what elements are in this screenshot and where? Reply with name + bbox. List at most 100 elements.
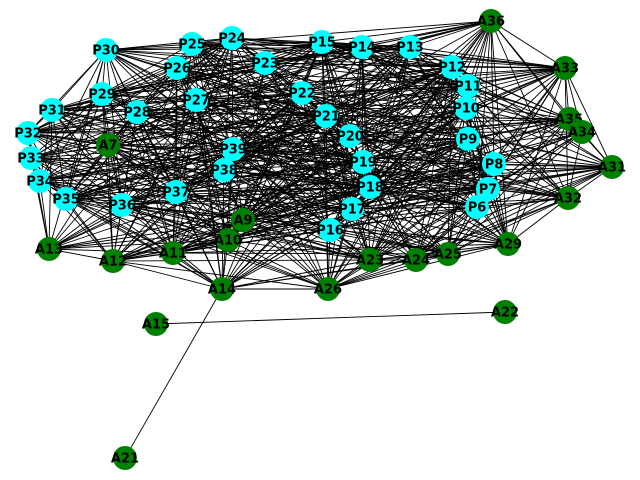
- edge-P30-P32: [27, 49, 107, 134]
- edge-A11-A7: [107, 144, 174, 254]
- edge-P36-A13: [48, 204, 123, 250]
- node-A25[interactable]: A25: [434, 242, 462, 266]
- edge-P22-P17: [301, 92, 353, 210]
- edge-A34-A25: [447, 131, 583, 255]
- edge-A9-A11: [172, 219, 244, 254]
- node-P8[interactable]: P8: [482, 152, 506, 176]
- node-A15[interactable]: A15: [142, 312, 170, 336]
- edge-P11-P26: [176, 67, 469, 87]
- node-A26[interactable]: A26: [314, 277, 342, 301]
- node-A21[interactable]: A21: [111, 446, 139, 470]
- edge-A14-A12: [112, 260, 223, 290]
- node-P14[interactable]: P14: [348, 35, 376, 59]
- edge-A31-A23: [369, 166, 613, 261]
- node-P12[interactable]: P12: [438, 55, 466, 79]
- node-P31[interactable]: P31: [38, 98, 66, 122]
- edge-P21-P32: [27, 115, 327, 134]
- node-P27[interactable]: P27: [182, 88, 210, 112]
- node-P33[interactable]: P33: [17, 146, 45, 170]
- edge-P8-A33: [493, 67, 566, 165]
- node-P17[interactable]: P17: [338, 197, 366, 221]
- node-P39[interactable]: P39: [219, 137, 247, 161]
- node-A34[interactable]: A34: [568, 120, 596, 144]
- node-A24[interactable]: A24: [402, 248, 430, 272]
- edge-P38-A7: [107, 144, 225, 171]
- node-A7[interactable]: A7: [96, 133, 120, 157]
- node-label-A25: A25: [434, 248, 462, 263]
- node-P25[interactable]: P25: [178, 32, 206, 56]
- node-A22[interactable]: A22: [491, 300, 519, 324]
- node-A12[interactable]: A12: [99, 249, 127, 273]
- node-P22[interactable]: P22: [288, 81, 316, 105]
- node-A13[interactable]: A13: [35, 237, 63, 261]
- node-circle-P29: [90, 82, 114, 106]
- edge-P13-A33: [409, 46, 566, 69]
- node-circle-A23: [358, 248, 382, 272]
- node-A29[interactable]: A29: [494, 232, 522, 256]
- node-A9[interactable]: A9: [231, 208, 255, 232]
- edge-P20-A36: [349, 20, 492, 137]
- node-label-P25: P25: [178, 38, 206, 53]
- node-A32[interactable]: A32: [554, 186, 582, 210]
- edge-P18-P38: [223, 169, 371, 188]
- node-circle-P33: [19, 146, 43, 170]
- node-circle-P35: [54, 187, 78, 211]
- node-P23[interactable]: P23: [251, 51, 279, 75]
- node-P32[interactable]: P32: [14, 121, 42, 145]
- node-A23[interactable]: A23: [356, 248, 384, 272]
- node-label-A33: A33: [551, 62, 579, 77]
- edge-P16-A33: [329, 67, 566, 231]
- node-P19[interactable]: P19: [349, 150, 377, 174]
- edge-P6-A23: [369, 206, 478, 261]
- edge-P16-A36: [329, 20, 492, 231]
- edge-A36-A33: [490, 20, 566, 69]
- edge-P7-P28: [136, 111, 489, 190]
- node-P15[interactable]: P15: [308, 30, 336, 54]
- edge-A26-A9: [242, 219, 329, 290]
- node-label-A11: A11: [159, 247, 187, 262]
- node-A14[interactable]: A14: [208, 277, 236, 301]
- node-A31[interactable]: A31: [598, 155, 626, 179]
- node-circle-P10: [454, 96, 478, 120]
- node-P9[interactable]: P9: [456, 127, 480, 151]
- node-P20[interactable]: P20: [336, 124, 364, 148]
- node-A11[interactable]: A11: [159, 241, 187, 265]
- node-P34[interactable]: P34: [26, 169, 54, 193]
- node-P21[interactable]: P21: [312, 104, 340, 128]
- edge-A25-A11: [172, 252, 449, 255]
- node-A33[interactable]: A33: [551, 56, 579, 80]
- node-P35[interactable]: P35: [52, 187, 80, 211]
- node-P28[interactable]: P28: [123, 100, 151, 124]
- node-P26[interactable]: P26: [163, 56, 191, 80]
- node-P16[interactable]: P16: [316, 218, 344, 242]
- node-P29[interactable]: P29: [88, 82, 116, 106]
- node-layer: P30 P25 P24 P23 P15 P14 P13 P12 P11 P10 P9 P8 P7 P6 P2…: [14, 9, 626, 470]
- node-circle-P9: [456, 127, 480, 151]
- node-P13[interactable]: P13: [396, 35, 424, 59]
- node-circle-A15: [144, 312, 168, 336]
- node-P10[interactable]: P10: [452, 96, 480, 120]
- node-label-P9: P9: [459, 133, 478, 148]
- node-A36[interactable]: A36: [477, 9, 505, 33]
- node-label-P8: P8: [485, 158, 504, 173]
- node-P11[interactable]: P11: [454, 74, 482, 98]
- edge-P39-A35: [232, 118, 570, 150]
- node-circle-P15: [310, 30, 334, 54]
- node-P18[interactable]: P18: [356, 175, 384, 199]
- edge-A14-A21: [124, 288, 223, 459]
- node-P6[interactable]: P6: [465, 195, 489, 219]
- edge-A9-A12: [112, 219, 244, 262]
- node-P7[interactable]: P7: [476, 177, 500, 201]
- edge-P19-P37: [175, 161, 364, 193]
- edge-P12-A26: [327, 66, 453, 290]
- node-P36[interactable]: P36: [108, 193, 136, 217]
- edge-P32-A7: [27, 132, 109, 146]
- edge-P37-A9: [175, 191, 244, 221]
- node-A10[interactable]: A10: [214, 228, 242, 252]
- edge-P27-P33: [30, 99, 197, 159]
- node-P30[interactable]: P30: [92, 38, 120, 62]
- node-P37[interactable]: P37: [162, 180, 190, 204]
- edge-P28-A35: [136, 111, 570, 120]
- node-P24[interactable]: P24: [218, 26, 246, 50]
- node-P38[interactable]: P38: [210, 158, 238, 182]
